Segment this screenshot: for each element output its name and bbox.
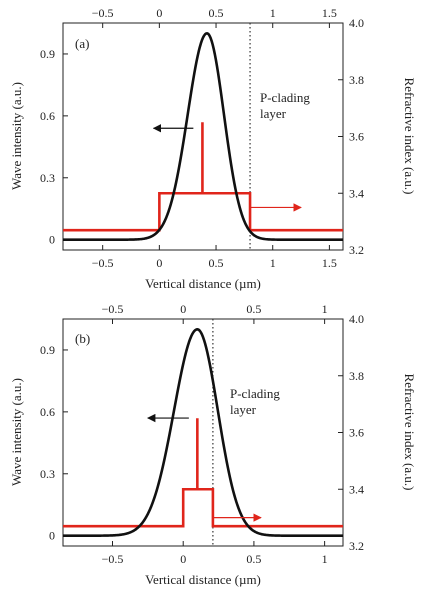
x-tick-label-top: 0.5 [209,6,224,20]
y-tick-label-left: 0.6 [40,405,55,419]
x-tick-label-bottom: 0 [180,552,186,566]
y-tick-label-right: 3.6 [349,426,364,440]
x-tick-label-top: −0.5 [92,6,114,20]
x-tick-label-top: 0 [156,6,162,20]
refractive-index-profile [63,122,343,232]
y-axis-right-title-b: Refractive index (a.u.) [402,374,417,491]
panel-label-b: (b) [75,331,90,346]
panel-label-a: (a) [75,36,89,51]
annotation-b-line2: layer [230,402,257,417]
y-tick-label-right: 3.8 [349,73,364,87]
wave-intensity-curve [62,32,344,241]
y-axis-left-title-b: Wave intensity (a.u.) [9,378,24,486]
refractive-index-profile [63,418,343,528]
y-tick-label-left: 0.3 [40,171,55,185]
chart-panel-b: −0.5 0 0.5 1 −0.5 0 0.5 1 0 0.3 0.6 0.9 3.2 3.4 3.6 3.8… [9,302,417,587]
x-tick-label-top: 1.5 [322,6,337,20]
wave-intensity-curve [62,328,344,537]
ticks-b: −0.5 0 0.5 1 −0.5 0 0.5 1 0 0.3 0.6 0.9 3.2 3.4 3.6 3.8… [40,302,364,566]
plot-frame-b [62,318,344,547]
x-tick-label-bottom: 0 [156,256,162,270]
curves-a [62,23,344,250]
x-tick-label-bottom: 1 [270,256,276,270]
x-tick-label-top: 0.5 [246,302,261,316]
x-tick-label-bottom: 1 [322,552,328,566]
x-tick-label-bottom: −0.5 [102,552,124,566]
y-tick-label-right: 3.2 [349,539,364,553]
x-tick-label-top: 0 [180,302,186,316]
annotation-a-line2: layer [260,106,287,121]
annotation-a-line1: P-clading [260,90,310,105]
x-tick-label-bottom: 0.5 [209,256,224,270]
curves-b [62,319,344,546]
x-tick-label-bottom: 1.5 [322,256,337,270]
y-tick-label-right: 4.0 [349,312,364,326]
y-tick-label-left: 0.6 [40,109,55,123]
x-axis-title-a: Vertical distance (µm) [145,276,261,291]
y-tick-label-right: 3.4 [349,482,364,496]
x-tick-label-bottom: 0.5 [246,552,261,566]
y-tick-label-right: 3.4 [349,186,364,200]
annotation-b-line1: P-clading [230,386,280,401]
y-tick-label-left: 0.9 [40,47,55,61]
y-tick-label-right: 3.2 [349,243,364,257]
x-tick-label-top: 1 [322,302,328,316]
x-tick-label-bottom: −0.5 [92,256,114,270]
y-tick-label-right: 4.0 [349,16,364,30]
x-tick-label-top: 1 [270,6,276,20]
x-tick-label-top: −0.5 [102,302,124,316]
y-tick-label-right: 3.6 [349,130,364,144]
y-tick-label-left: 0 [49,529,55,543]
y-tick-label-left: 0.9 [40,343,55,357]
y-axis-left-title-a: Wave intensity (a.u.) [9,82,24,190]
x-axis-title-b: Vertical distance (µm) [145,572,261,587]
y-tick-label-right: 3.8 [349,369,364,383]
y-tick-label-left: 0 [49,233,55,247]
chart-panel-a: −0.5 0 0.5 1 1.5 −0.5 0 0.5 1 1.5 0 0.3 0.6 0.9 3.2 3.4… [9,6,417,291]
y-axis-right-title-a: Refractive index (a.u.) [402,78,417,195]
y-tick-label-left: 0.3 [40,467,55,481]
